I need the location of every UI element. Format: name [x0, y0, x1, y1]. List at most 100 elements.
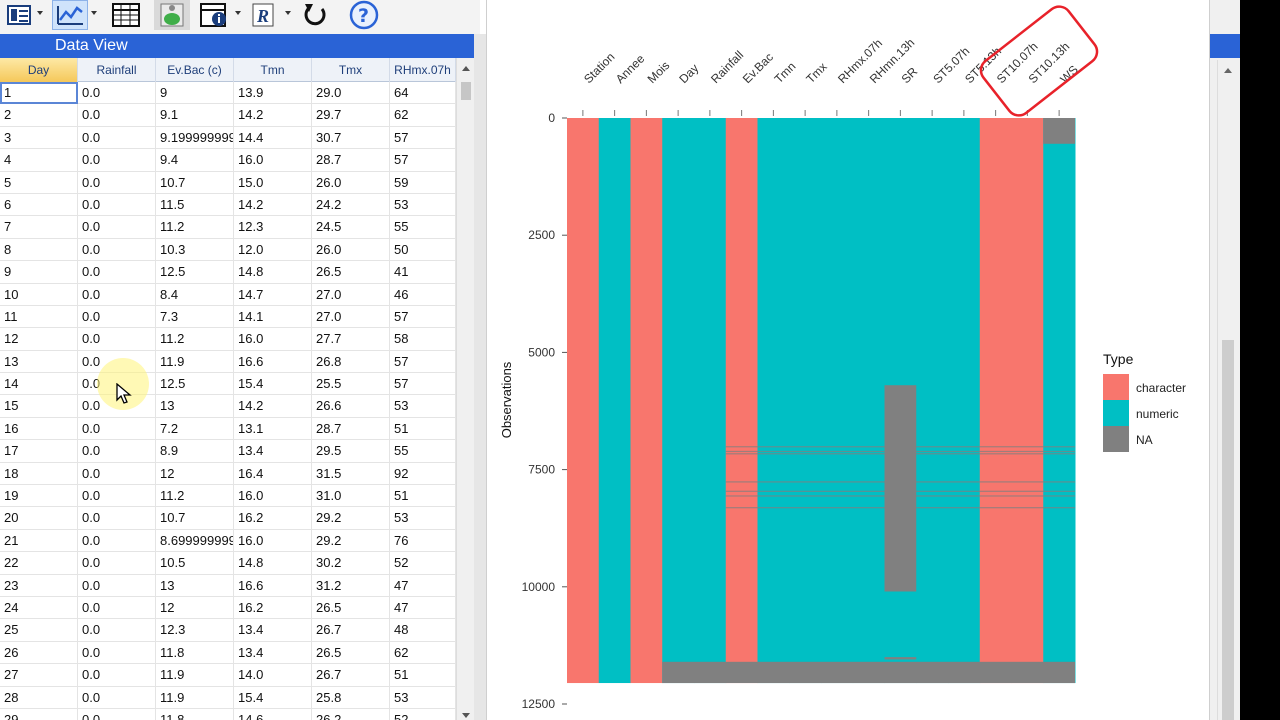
table-row[interactable]: 7 0.0 11.2 12.3 24.5 55 — [0, 216, 456, 239]
table-row[interactable]: 22 0.0 10.5 14.8 30.2 52 — [0, 552, 456, 575]
table-cell[interactable]: 0.0 — [78, 193, 156, 217]
table-cell[interactable]: 10.7 — [156, 507, 234, 530]
table-cell[interactable]: 14.7 — [234, 283, 312, 306]
table-cell[interactable]: 92 — [390, 462, 456, 486]
chevron-down-icon[interactable] — [91, 11, 97, 15]
table-cell[interactable]: 0.0 — [78, 149, 156, 172]
table-cell[interactable]: 1 — [0, 82, 78, 105]
table-cell[interactable]: 17 — [0, 440, 78, 463]
table-row[interactable]: 5 0.0 10.7 15.0 26.0 59 — [0, 171, 456, 194]
table-cell[interactable]: 0.0 — [78, 171, 156, 194]
table-cell[interactable]: 7.2 — [156, 417, 234, 441]
table-cell[interactable]: 0.0 — [78, 104, 156, 127]
table-cell[interactable]: 15 — [0, 395, 78, 418]
table-cell[interactable]: 0.0 — [78, 507, 156, 530]
table-row[interactable]: 30.09.1999999999914.430.757 — [0, 126, 456, 150]
table-cell[interactable]: 57 — [390, 305, 456, 329]
table-cell[interactable]: 30.7 — [312, 126, 390, 150]
column-header[interactable]: Tmn — [234, 58, 312, 82]
data-grid[interactable]: Day Rainfall Ev.Bac (c) Tmn Tmx RHmx.07h 1 0.0… — [0, 58, 474, 720]
table-cell[interactable]: 15.4 — [234, 373, 312, 396]
scroll-thumb[interactable] — [1222, 340, 1234, 720]
table-row[interactable]: 1 0.0 9 13.9 29.0 64 — [0, 82, 456, 105]
table-cell[interactable]: 24.2 — [312, 193, 390, 217]
table-cell[interactable]: 47 — [390, 596, 456, 620]
table-cell[interactable]: 0.0 — [78, 216, 156, 239]
table-cell[interactable]: 51 — [390, 485, 456, 508]
table-cell[interactable]: 0.0 — [78, 238, 156, 262]
table-cell[interactable]: 57 — [390, 373, 456, 396]
table-cell[interactable]: 0.0 — [78, 283, 156, 306]
table-cell[interactable]: 12 — [156, 596, 234, 620]
help-icon[interactable]: ? — [346, 0, 382, 30]
column-header[interactable]: Tmx — [312, 58, 390, 82]
table-cell[interactable]: 10 — [0, 283, 78, 306]
table-row[interactable]: 27 0.0 11.9 14.0 26.7 51 — [0, 664, 456, 687]
table-cell[interactable]: 0.0 — [78, 574, 156, 597]
table-cell[interactable]: 16.0 — [234, 328, 312, 351]
table-cell[interactable]: 8 — [0, 238, 78, 262]
table-cell[interactable]: 15.0 — [234, 171, 312, 194]
graph-icon[interactable] — [52, 0, 88, 30]
table-cell[interactable]: 14.8 — [234, 552, 312, 575]
table-cell[interactable]: 0.0 — [78, 261, 156, 284]
table-cell[interactable]: 31.0 — [312, 485, 390, 508]
table-cell[interactable]: 14.2 — [234, 395, 312, 418]
table-cell[interactable]: 52 — [390, 708, 456, 720]
table-cell[interactable]: 7.3 — [156, 305, 234, 329]
table-cell[interactable]: 26.5 — [312, 641, 390, 665]
table-cell[interactable]: 0.0 — [78, 686, 156, 709]
table-cell[interactable]: 28.7 — [312, 149, 390, 172]
r-logo-icon[interactable]: R — [248, 0, 280, 30]
table-cell[interactable]: 14.2 — [234, 104, 312, 127]
scroll-down-icon[interactable] — [462, 713, 470, 718]
table-cell[interactable]: 0.0 — [78, 596, 156, 620]
table-cell[interactable]: 26.8 — [312, 350, 390, 374]
table-cell[interactable]: 14.8 — [234, 261, 312, 284]
table-cell[interactable]: 20 — [0, 507, 78, 530]
table-cell[interactable]: 11.8 — [156, 641, 234, 665]
table-cell[interactable]: 10.5 — [156, 552, 234, 575]
table-cell[interactable]: 0.0 — [78, 641, 156, 665]
table-cell[interactable]: 53 — [390, 686, 456, 709]
table-cell[interactable]: 14.1 — [234, 305, 312, 329]
table-cell[interactable]: 12 — [0, 328, 78, 351]
table-cell[interactable]: 13 — [156, 395, 234, 418]
table-cell[interactable]: 51 — [390, 417, 456, 441]
table-cell[interactable]: 59 — [390, 171, 456, 194]
table-row[interactable]: 2 0.0 9.1 14.2 29.7 62 — [0, 104, 456, 127]
table-cell[interactable]: 14 — [0, 373, 78, 396]
table-cell[interactable]: 62 — [390, 641, 456, 665]
table-row[interactable]: 210.08.6999999999916.029.276 — [0, 529, 456, 553]
table-cell[interactable]: 16.2 — [234, 596, 312, 620]
table-cell[interactable]: 26.7 — [312, 619, 390, 642]
table-row[interactable]: 25 0.0 12.3 13.4 26.7 48 — [0, 619, 456, 642]
table-cell[interactable]: 22 — [0, 552, 78, 575]
table-cell[interactable]: 52 — [390, 552, 456, 575]
table-cell[interactable]: 62 — [390, 104, 456, 127]
table-cell[interactable]: 29 — [0, 708, 78, 720]
table-cell[interactable]: 0.0 — [78, 82, 156, 105]
table-cell[interactable]: 12.5 — [156, 373, 234, 396]
table-cell[interactable]: 2 — [0, 104, 78, 127]
table-row[interactable]: 18 0.0 12 16.4 31.5 92 — [0, 462, 456, 486]
table-cell[interactable]: 9 — [0, 261, 78, 284]
table-cell[interactable]: 26.6 — [312, 395, 390, 418]
table-cell[interactable]: 26.5 — [312, 596, 390, 620]
table-cell[interactable]: 16.6 — [234, 574, 312, 597]
info-icon[interactable] — [196, 0, 232, 30]
table-row[interactable]: 20 0.0 10.7 16.2 29.2 53 — [0, 507, 456, 530]
table-cell[interactable]: 53 — [390, 507, 456, 530]
table-cell[interactable]: 13.4 — [234, 440, 312, 463]
table-cell[interactable]: 64 — [390, 82, 456, 105]
table-cell[interactable]: 11.5 — [156, 193, 234, 217]
table-cell[interactable]: 3 — [0, 126, 78, 150]
table-cell[interactable]: 12.3 — [234, 216, 312, 239]
column-header[interactable]: Rainfall — [78, 58, 156, 82]
scroll-thumb[interactable] — [461, 82, 471, 100]
table-cell[interactable]: 25.8 — [312, 686, 390, 709]
table-cell[interactable]: 12.5 — [156, 261, 234, 284]
table-cell[interactable]: 27 — [0, 664, 78, 687]
table-cell[interactable]: 14.2 — [234, 193, 312, 217]
table-cell[interactable]: 9.19999999999 — [156, 126, 234, 150]
